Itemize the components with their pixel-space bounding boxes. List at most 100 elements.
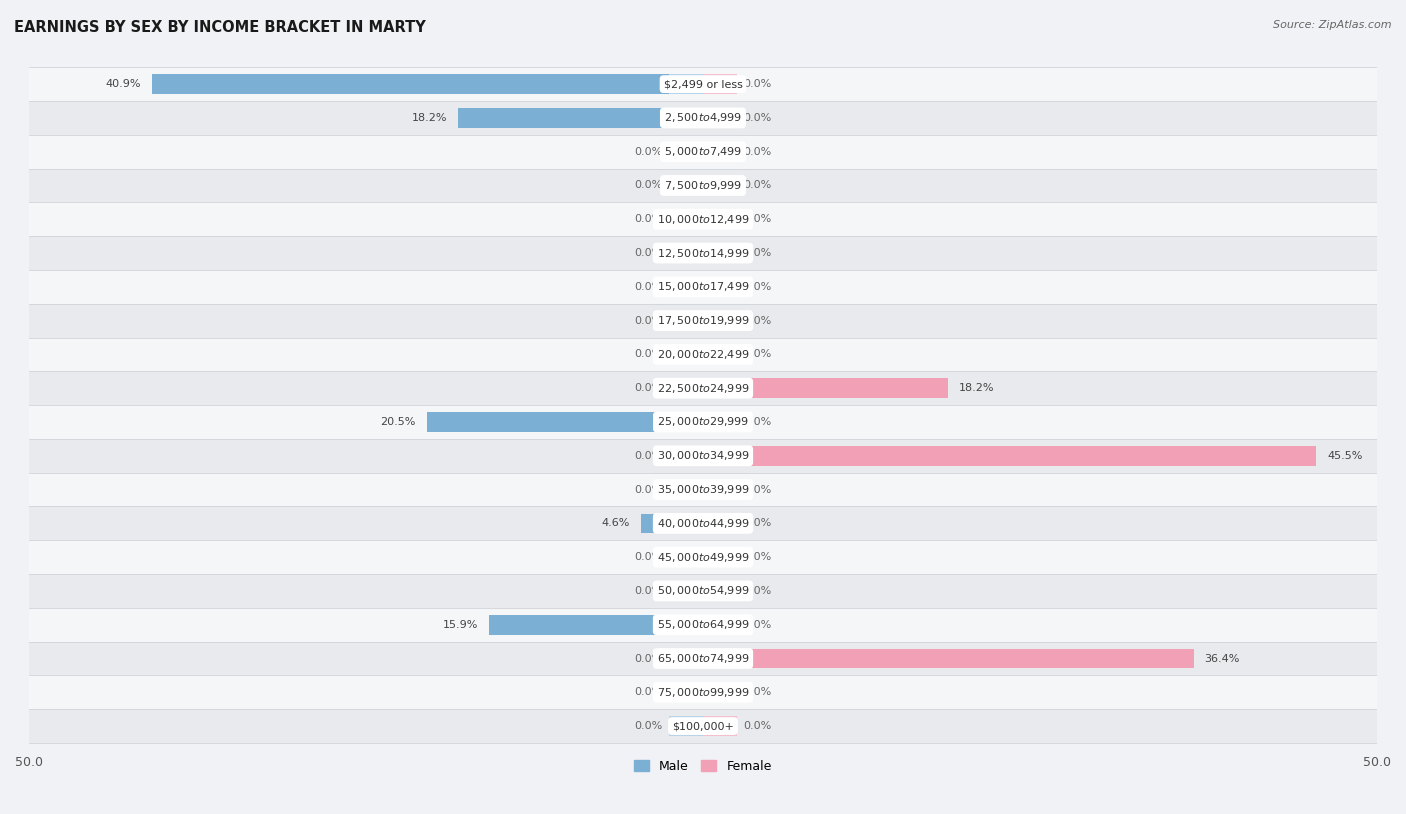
- Text: 0.0%: 0.0%: [744, 721, 772, 731]
- Text: 0.0%: 0.0%: [634, 316, 662, 326]
- Text: 0.0%: 0.0%: [634, 383, 662, 393]
- Text: $7,500 to $9,999: $7,500 to $9,999: [664, 179, 742, 192]
- Text: 0.0%: 0.0%: [634, 451, 662, 461]
- Bar: [703, 311, 737, 330]
- Text: $12,500 to $14,999: $12,500 to $14,999: [657, 247, 749, 260]
- Bar: [669, 649, 703, 668]
- Bar: [703, 547, 737, 567]
- Bar: [669, 344, 703, 364]
- Bar: [30, 574, 1376, 608]
- Bar: [703, 344, 737, 364]
- Text: Source: ZipAtlas.com: Source: ZipAtlas.com: [1274, 20, 1392, 30]
- Text: $50,000 to $54,999: $50,000 to $54,999: [657, 584, 749, 597]
- Text: 0.0%: 0.0%: [744, 586, 772, 596]
- Text: 0.0%: 0.0%: [634, 484, 662, 495]
- Bar: [703, 277, 737, 296]
- Bar: [152, 74, 669, 94]
- Bar: [703, 479, 737, 499]
- Bar: [30, 709, 1376, 743]
- Text: 0.0%: 0.0%: [744, 519, 772, 528]
- Bar: [30, 101, 1376, 135]
- Text: 0.0%: 0.0%: [634, 349, 662, 360]
- Text: 18.2%: 18.2%: [959, 383, 994, 393]
- Bar: [703, 682, 737, 702]
- Text: 0.0%: 0.0%: [634, 181, 662, 190]
- Bar: [30, 135, 1376, 168]
- Bar: [669, 176, 703, 195]
- Text: $65,000 to $74,999: $65,000 to $74,999: [657, 652, 749, 665]
- Text: 0.0%: 0.0%: [634, 214, 662, 225]
- Bar: [703, 176, 737, 195]
- Text: 0.0%: 0.0%: [744, 282, 772, 292]
- Text: $25,000 to $29,999: $25,000 to $29,999: [657, 415, 749, 428]
- Text: $100,000+: $100,000+: [672, 721, 734, 731]
- Text: $20,000 to $22,499: $20,000 to $22,499: [657, 348, 749, 361]
- Bar: [30, 439, 1376, 473]
- Bar: [737, 649, 1194, 668]
- Text: 0.0%: 0.0%: [744, 181, 772, 190]
- Bar: [703, 209, 737, 229]
- Bar: [669, 108, 703, 128]
- Text: 0.0%: 0.0%: [634, 586, 662, 596]
- Text: 0.0%: 0.0%: [634, 654, 662, 663]
- Bar: [737, 379, 948, 398]
- Bar: [641, 514, 669, 533]
- Text: $40,000 to $44,999: $40,000 to $44,999: [657, 517, 749, 530]
- Bar: [669, 412, 703, 431]
- Bar: [30, 676, 1376, 709]
- Text: 36.4%: 36.4%: [1205, 654, 1240, 663]
- Text: 0.0%: 0.0%: [744, 214, 772, 225]
- Text: 0.0%: 0.0%: [634, 147, 662, 156]
- Bar: [669, 514, 703, 533]
- Bar: [669, 243, 703, 263]
- Bar: [703, 412, 737, 431]
- Bar: [703, 716, 737, 736]
- Bar: [30, 506, 1376, 540]
- Text: 0.0%: 0.0%: [634, 721, 662, 731]
- Bar: [669, 615, 703, 635]
- Bar: [669, 547, 703, 567]
- Bar: [30, 338, 1376, 371]
- Text: 0.0%: 0.0%: [744, 316, 772, 326]
- Text: $30,000 to $34,999: $30,000 to $34,999: [657, 449, 749, 462]
- Legend: Male, Female: Male, Female: [630, 755, 776, 777]
- Bar: [30, 270, 1376, 304]
- Bar: [489, 615, 669, 635]
- Text: 15.9%: 15.9%: [443, 619, 478, 630]
- Text: 0.0%: 0.0%: [744, 484, 772, 495]
- Bar: [703, 514, 737, 533]
- Text: 45.5%: 45.5%: [1327, 451, 1362, 461]
- Text: $2,500 to $4,999: $2,500 to $4,999: [664, 112, 742, 125]
- Text: 0.0%: 0.0%: [744, 147, 772, 156]
- Text: 0.0%: 0.0%: [634, 282, 662, 292]
- Bar: [30, 236, 1376, 270]
- Bar: [703, 379, 737, 398]
- Bar: [669, 311, 703, 330]
- Text: 0.0%: 0.0%: [744, 417, 772, 427]
- Text: $15,000 to $17,499: $15,000 to $17,499: [657, 280, 749, 293]
- Bar: [426, 412, 669, 431]
- Bar: [669, 74, 703, 94]
- Text: $2,499 or less: $2,499 or less: [664, 79, 742, 89]
- Text: $10,000 to $12,499: $10,000 to $12,499: [657, 212, 749, 225]
- Bar: [30, 168, 1376, 203]
- Text: $55,000 to $64,999: $55,000 to $64,999: [657, 618, 749, 631]
- Bar: [30, 405, 1376, 439]
- Text: 0.0%: 0.0%: [634, 552, 662, 562]
- Text: 0.0%: 0.0%: [744, 552, 772, 562]
- Bar: [30, 540, 1376, 574]
- Bar: [669, 581, 703, 601]
- Bar: [669, 479, 703, 499]
- Text: $35,000 to $39,999: $35,000 to $39,999: [657, 483, 749, 496]
- Bar: [30, 608, 1376, 641]
- Bar: [669, 277, 703, 296]
- Bar: [703, 581, 737, 601]
- Bar: [703, 649, 737, 668]
- Bar: [30, 371, 1376, 405]
- Text: $17,500 to $19,999: $17,500 to $19,999: [657, 314, 749, 327]
- Text: 4.6%: 4.6%: [602, 519, 630, 528]
- Bar: [458, 108, 669, 128]
- Text: 0.0%: 0.0%: [744, 349, 772, 360]
- Text: 0.0%: 0.0%: [744, 79, 772, 89]
- Bar: [30, 203, 1376, 236]
